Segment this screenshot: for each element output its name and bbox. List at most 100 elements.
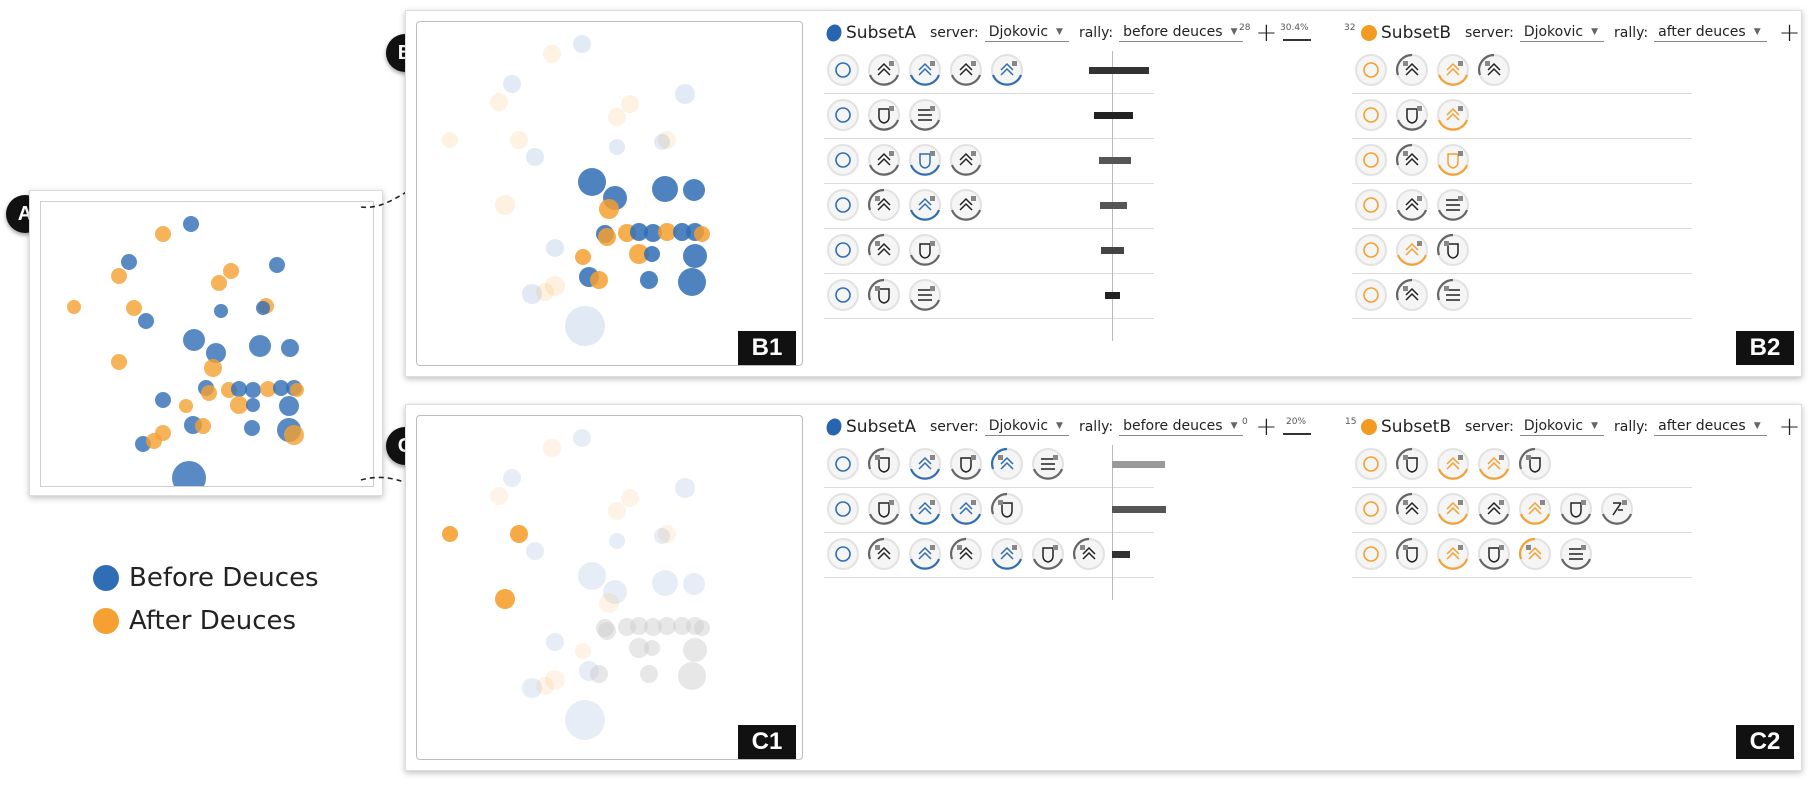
pattern-glyph[interactable] [908,537,942,571]
pattern-glyph[interactable] [1395,492,1429,526]
pattern-glyph[interactable] [990,537,1024,571]
pattern-glyph[interactable] [826,53,860,87]
pattern-glyph[interactable] [1436,98,1470,132]
pattern-glyph[interactable] [949,537,983,571]
add-filter-icon[interactable]: + [1255,18,1278,48]
pattern-glyph[interactable] [867,143,901,177]
pattern-glyph[interactable] [1436,233,1470,267]
add-filter-icon[interactable]: + [1255,412,1278,442]
pattern-glyph[interactable] [826,98,860,132]
pattern-glyph[interactable] [826,492,860,526]
pattern-glyph[interactable] [867,188,901,222]
server-select[interactable]: Djokovic ▼ [1519,418,1605,436]
pattern-glyph[interactable] [949,492,983,526]
server-select[interactable]: Djokovic ▼ [1519,24,1605,42]
rally-select[interactable]: before deuces ▼ [1119,24,1244,42]
pattern-glyph[interactable] [826,447,860,481]
pattern-glyph[interactable] [1031,537,1065,571]
pattern-glyph[interactable] [1072,537,1106,571]
pattern-glyph[interactable] [1436,188,1470,222]
pattern-glyph[interactable] [908,98,942,132]
pattern-glyph[interactable] [867,98,901,132]
pattern-glyph[interactable] [990,492,1024,526]
overview-scatter-plot[interactable] [40,201,374,487]
comparison-bar[interactable] [1099,157,1131,164]
pattern-glyph[interactable] [949,143,983,177]
pattern-glyph[interactable] [1559,537,1593,571]
comparison-bar[interactable] [1105,292,1120,299]
pattern-glyph[interactable] [1436,278,1470,312]
pattern-glyph[interactable] [908,278,942,312]
pattern-glyph[interactable] [1395,537,1429,571]
pattern-glyph[interactable] [1436,53,1470,87]
pattern-glyph[interactable] [1477,537,1511,571]
pattern-glyph[interactable] [1354,53,1388,87]
pattern-glyph[interactable] [1354,447,1388,481]
pattern-glyph[interactable] [1395,188,1429,222]
pattern-glyph[interactable] [949,447,983,481]
pattern-glyph[interactable] [1518,492,1552,526]
pattern-glyph[interactable] [908,447,942,481]
pattern-glyph[interactable] [1354,492,1388,526]
pattern-glyph[interactable] [1395,278,1429,312]
pattern-glyph[interactable] [1600,492,1634,526]
pattern-glyph[interactable] [826,233,860,267]
pattern-glyph[interactable] [826,278,860,312]
server-select[interactable]: Djokovic ▼ [984,24,1069,42]
comparison-bar[interactable] [1112,506,1166,513]
pattern-glyph[interactable] [1477,447,1511,481]
pattern-glyph[interactable] [1354,98,1388,132]
pattern-glyph[interactable] [1436,492,1470,526]
pattern-glyph[interactable] [1436,537,1470,571]
pattern-glyph[interactable] [1354,537,1388,571]
pattern-glyph[interactable] [908,188,942,222]
pattern-glyph[interactable] [1518,447,1552,481]
comparison-bar[interactable] [1094,112,1133,119]
add-filter-icon[interactable]: + [1778,412,1801,442]
pattern-glyph[interactable] [1354,143,1388,177]
pattern-glyph[interactable] [826,537,860,571]
pattern-glyph[interactable] [826,188,860,222]
pattern-glyph[interactable] [949,53,983,87]
pattern-glyph[interactable] [1354,188,1388,222]
pattern-glyph[interactable] [908,53,942,87]
server-select[interactable]: Djokovic ▼ [984,418,1069,436]
pattern-glyph[interactable] [1395,53,1429,87]
pattern-glyph[interactable] [1395,143,1429,177]
pattern-glyph[interactable] [867,233,901,267]
comparison-bar[interactable] [1089,67,1149,74]
pattern-glyph[interactable] [1395,233,1429,267]
pattern-glyph[interactable] [1477,53,1511,87]
pattern-glyph[interactable] [1395,98,1429,132]
pattern-glyph[interactable] [908,233,942,267]
pattern-glyph[interactable] [1477,492,1511,526]
pattern-glyph[interactable] [990,53,1024,87]
pattern-glyph[interactable] [990,447,1024,481]
comparison-bar[interactable] [1101,247,1124,254]
pattern-glyph[interactable] [1354,278,1388,312]
pattern-glyph[interactable] [908,492,942,526]
pattern-glyph[interactable] [1436,447,1470,481]
rally-select[interactable]: after deuces ▼ [1654,24,1767,42]
pattern-glyph[interactable] [867,278,901,312]
pattern-glyph[interactable] [867,447,901,481]
pattern-glyph[interactable] [908,143,942,177]
pattern-glyph[interactable] [1395,447,1429,481]
comparison-bar[interactable] [1112,551,1130,558]
rally-select[interactable]: after deuces ▼ [1654,418,1767,436]
pattern-glyph[interactable] [826,143,860,177]
add-filter-icon[interactable]: + [1778,18,1801,48]
pattern-glyph[interactable] [1518,537,1552,571]
pattern-glyph[interactable] [1031,447,1065,481]
comparison-bar[interactable] [1100,202,1127,209]
pattern-glyph[interactable] [867,492,901,526]
rally-select[interactable]: before deuces ▼ [1119,418,1244,436]
pattern-glyph[interactable] [867,537,901,571]
projection-plot-b1[interactable] [416,21,803,366]
pattern-glyph[interactable] [1436,143,1470,177]
pattern-glyph[interactable] [949,188,983,222]
projection-plot-c1[interactable] [416,415,803,760]
pattern-glyph[interactable] [1354,233,1388,267]
pattern-glyph[interactable] [867,53,901,87]
pattern-glyph[interactable] [1559,492,1593,526]
